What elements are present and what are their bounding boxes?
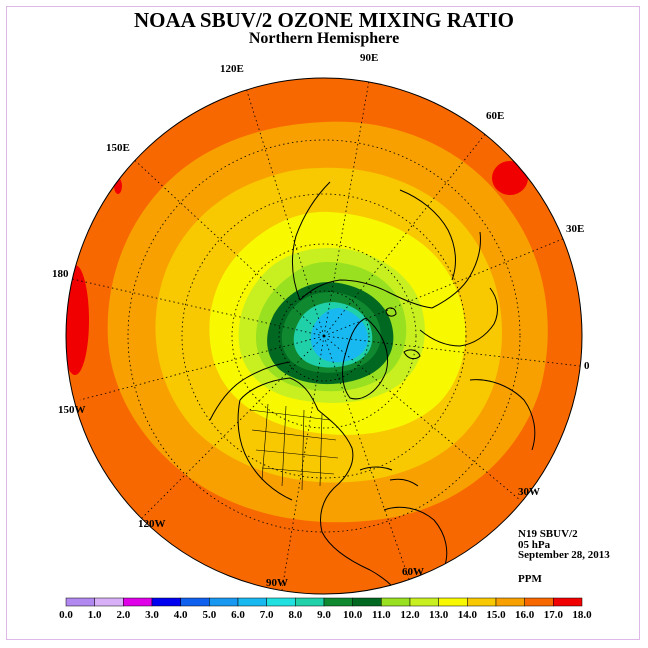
contour-16-17-west (66, 265, 89, 375)
colorbar-swatch (467, 597, 497, 607)
colorbar-tick-label: 17.0 (543, 609, 563, 621)
colorbar-swatch (409, 597, 439, 607)
colorbar (65, 597, 583, 607)
colorbar-swatch (209, 597, 239, 607)
meridian-label-90e: 90E (360, 52, 379, 64)
colorbar-tick-label: 7.0 (259, 609, 274, 621)
colorbar-tick-label: 10.0 (343, 609, 363, 621)
contour-6-7 (310, 308, 368, 363)
colorbar-tick-label: 13.0 (429, 609, 449, 621)
colorbar-tick-label: 2.0 (116, 609, 131, 621)
colorbar-tick-label: 4.0 (173, 609, 188, 621)
colorbar-tick-label: 14.0 (457, 609, 477, 621)
colorbar-swatch (495, 597, 525, 607)
map-border (65, 77, 583, 595)
colorbar-swatch (123, 597, 153, 607)
meridian-label-120w: 120W (138, 518, 166, 530)
colorbar-swatch (151, 597, 181, 607)
colorbar-tick-label: 9.0 (317, 609, 331, 621)
colorbar-tick-label: 15.0 (486, 609, 506, 621)
colorbar-swatch (266, 597, 296, 607)
meridian-label-30e: 30E (566, 223, 585, 235)
colorbar-swatch (553, 597, 583, 607)
colorbar-tick-label: 0.0 (59, 609, 73, 621)
pressure-label: 05 hPa (518, 539, 551, 551)
meridian-lines (67, 78, 581, 591)
colorbar-swatch (180, 597, 210, 607)
contour-16-17-top (192, 96, 208, 102)
meridian-label-60e: 60E (486, 110, 505, 122)
page-title: NOAA SBUV/2 OZONE MIXING RATIO (134, 8, 514, 32)
colorbar-tick-label: 1.0 (87, 609, 102, 621)
us-state-borders (249, 403, 339, 491)
units-label: PPM (518, 573, 542, 585)
colorbar-tick-label: 6.0 (231, 609, 245, 621)
meridian-label-150e: 150E (106, 142, 130, 154)
meridian-label-180: 180 (52, 268, 69, 280)
meridian-label-150w: 150W (58, 404, 86, 416)
colorbar-tick-label: 16.0 (515, 609, 535, 621)
meridian-label-30w: 30W (518, 486, 540, 498)
image-frame (6, 6, 640, 640)
colorbar-tick-label: 11.0 (372, 609, 391, 621)
colorbar-swatch (237, 597, 267, 607)
colorbar-swatch (65, 597, 95, 607)
coastlines (209, 181, 536, 594)
meridian-label-120e: 120E (220, 63, 244, 75)
colorbar-swatch (438, 597, 468, 607)
meridian-label-90w: 90W (266, 577, 288, 589)
colorbar-swatch (94, 597, 124, 607)
meridian-label-0: 0 (584, 360, 590, 372)
date-label: September 28, 2013 (518, 549, 610, 561)
colorbar-tick-label: 12.0 (400, 609, 420, 621)
satellite-label: N19 SBUV/2 (518, 528, 578, 540)
colorbar-swatch (295, 597, 325, 607)
latitude-circles (127, 139, 521, 533)
colorbar-swatch (323, 597, 353, 607)
colorbar-tick-label: 3.0 (145, 609, 159, 621)
colorbar-tick-label: 5.0 (202, 609, 217, 621)
colorbar-swatch (381, 597, 411, 607)
contour-16-17-east (492, 161, 528, 195)
colorbar-tick-label: 18.0 (572, 609, 592, 621)
colorbar-tick-label: 8.0 (288, 609, 303, 621)
meridian-label-60w: 60W (402, 566, 424, 578)
colorbar-swatch (524, 597, 554, 607)
colorbar-swatch (352, 597, 382, 607)
page-subtitle: Northern Hemisphere (248, 30, 400, 47)
